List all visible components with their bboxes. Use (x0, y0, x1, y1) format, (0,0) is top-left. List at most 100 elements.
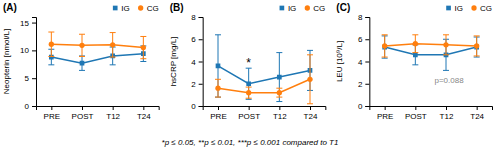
tick: 8 (358, 13, 369, 22)
marker (443, 42, 448, 47)
axis-title: Neopterin [nmol/L] (2, 29, 11, 94)
legend-swatch (446, 6, 451, 11)
legend-swatch (138, 5, 143, 10)
figure: 051015PREPOSTT12T24Neopterin [nmol/L](A)… (0, 0, 500, 149)
series (382, 36, 480, 70)
tick: T24 (137, 106, 151, 121)
error-bar (48, 32, 54, 56)
tick-mark (32, 23, 36, 24)
tick-label: T12 (440, 112, 454, 121)
legend-label: CG (147, 4, 159, 13)
tick-label: POST (238, 112, 260, 121)
tick: 5 (25, 74, 36, 83)
marker (277, 75, 282, 80)
tick-mark (446, 106, 447, 110)
legend-item: IG (280, 4, 297, 13)
error-bar (215, 35, 221, 97)
tick-mark (32, 106, 36, 107)
tick-mark (143, 106, 144, 110)
tick-mark (477, 106, 478, 110)
tick-label: T24 (304, 112, 318, 121)
tick-label: 5 (25, 74, 30, 83)
tick-mark (365, 39, 369, 40)
error-bar (307, 55, 313, 104)
axis-line (203, 107, 326, 111)
tick-mark (199, 84, 203, 85)
legend-label: IG (121, 4, 129, 13)
tick-mark (365, 106, 369, 107)
error-bar (412, 35, 418, 53)
y-axis: 0 2 4 6 8 (191, 13, 203, 111)
legend-label: IG (288, 4, 296, 13)
error-bar (474, 36, 480, 56)
tick: T12 (440, 106, 454, 121)
tick: T24 (470, 106, 484, 121)
x-axis: PREPOSTT12T24 (370, 106, 493, 121)
plot-area (382, 35, 480, 71)
series (48, 46, 146, 70)
tick: POST (405, 106, 427, 121)
x-axis: PREPOSTT12T24 (203, 106, 326, 121)
tick-label: 4 (358, 58, 363, 67)
legend-swatch (113, 6, 118, 11)
tick-mark (365, 17, 369, 18)
y-axis: 0 5 10 15 (20, 18, 36, 112)
tick-mark (199, 106, 203, 107)
tick-mark (199, 39, 203, 40)
marker (215, 86, 220, 91)
tick-mark (113, 106, 114, 110)
legend-swatch (471, 5, 476, 10)
error-bar (246, 68, 252, 99)
line (218, 79, 310, 92)
line (218, 66, 310, 84)
tick-mark (32, 78, 36, 79)
axis-title: LEU [10⁹/L] (335, 41, 344, 82)
marker (413, 52, 418, 57)
line (51, 54, 143, 63)
y-axis: 0 2 4 6 8 (358, 13, 370, 111)
tick: 6 (191, 35, 202, 44)
series (215, 55, 313, 104)
tick-mark (310, 106, 311, 110)
line (385, 44, 477, 46)
axis-title: hsCRP [mg/L] (169, 37, 178, 87)
legend: IG CG (113, 4, 159, 13)
marker (307, 77, 312, 82)
tick-mark (51, 106, 52, 110)
plot-area (48, 32, 146, 70)
tick-mark (199, 62, 203, 63)
error-bar (215, 79, 221, 97)
tick: POST (72, 106, 94, 121)
tick-label: 10 (20, 46, 29, 55)
tick: POST (238, 106, 260, 121)
tick: 0 (191, 102, 202, 111)
error-bar (79, 56, 85, 70)
tick-label: 2 (191, 80, 196, 89)
marker (474, 43, 479, 48)
tick: 8 (191, 13, 202, 22)
tick: 0 (358, 102, 369, 111)
tick-mark (249, 106, 250, 110)
tick-label: 15 (20, 19, 29, 28)
marker (246, 81, 251, 86)
tick: T12 (273, 106, 287, 121)
legend-label: CG (313, 4, 325, 13)
legend-label: IG (455, 4, 463, 13)
tick-label: 2 (358, 80, 363, 89)
legend-item: IG (446, 4, 463, 13)
tick: 6 (358, 35, 369, 44)
error-bar (140, 36, 146, 58)
tick-mark (32, 50, 36, 51)
tick: 0 (25, 102, 36, 111)
tick-label: POST (72, 112, 94, 121)
marker (79, 43, 84, 48)
tick: 2 (191, 80, 202, 89)
panel-label: (A) (3, 2, 17, 13)
tick-label: 0 (358, 102, 363, 111)
tick: 4 (191, 58, 202, 67)
tick: 4 (358, 58, 369, 67)
marker (413, 41, 418, 46)
tick-label: 6 (358, 35, 363, 44)
tick-mark (385, 106, 386, 110)
tick-label: 6 (191, 35, 196, 44)
